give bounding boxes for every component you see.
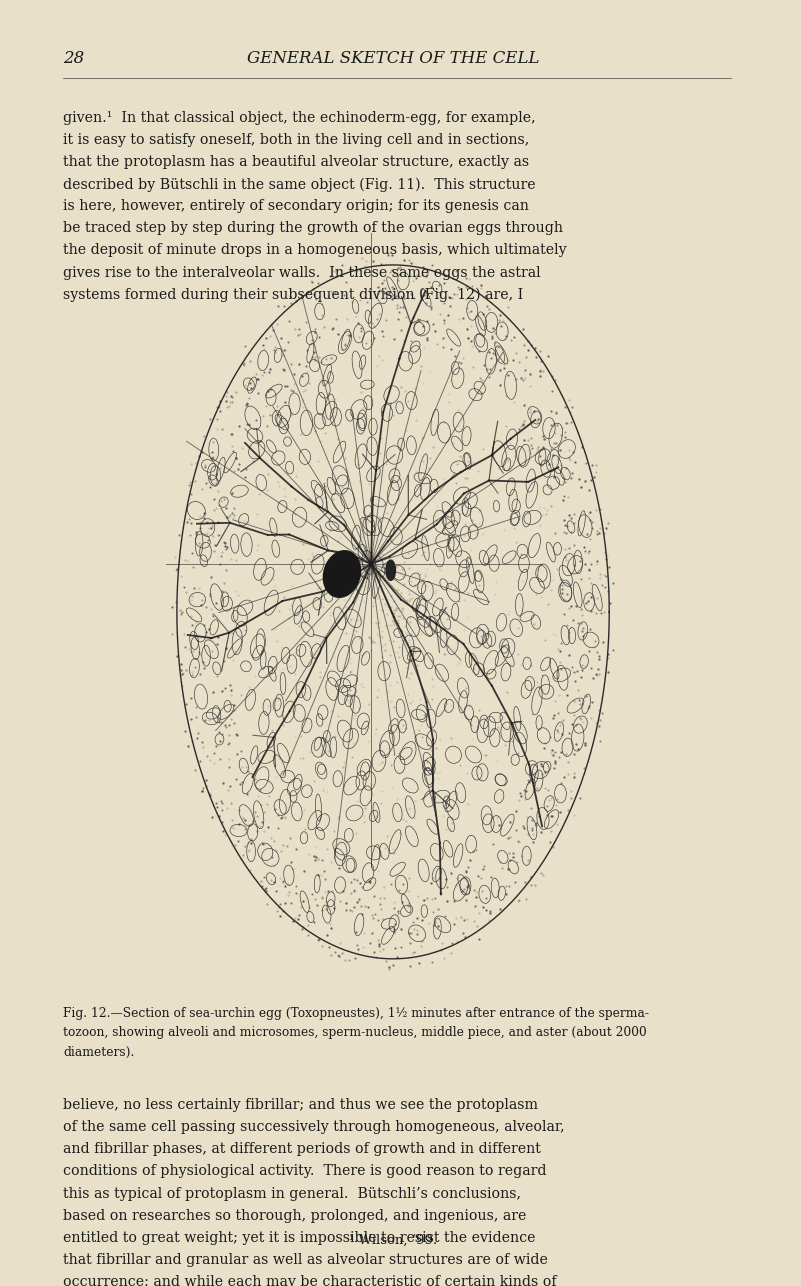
Text: this as typical of protoplasm in general.  Bütschli’s conclusions,: this as typical of protoplasm in general… [63, 1187, 521, 1201]
Ellipse shape [386, 561, 396, 580]
Text: of the same cell passing successively through homogeneous, alveolar,: of the same cell passing successively th… [63, 1120, 565, 1134]
Text: given.¹  In that classical object, the echinoderm-egg, for example,: given.¹ In that classical object, the ec… [63, 111, 536, 125]
Text: believe, no less certainly fibrillar; and thus we see the protoplasm: believe, no less certainly fibrillar; an… [63, 1098, 538, 1112]
Text: it is easy to satisfy oneself, both in the living cell and in sections,: it is easy to satisfy oneself, both in t… [63, 132, 529, 147]
Text: occurrence; and while each may be characteristic of certain kinds of: occurrence; and while each may be charac… [63, 1274, 557, 1286]
Text: and fibrillar phases, at different periods of growth and in different: and fibrillar phases, at different perio… [63, 1142, 541, 1156]
Text: the deposit of minute drops in a homogeneous basis, which ultimately: the deposit of minute drops in a homogen… [63, 243, 566, 257]
Text: gives rise to the interalveolar walls.  In these same eggs the astral: gives rise to the interalveolar walls. I… [63, 266, 541, 279]
Text: is here, however, entirely of secondary origin; for its genesis can: is here, however, entirely of secondary … [63, 199, 529, 213]
Text: be traced step by step during the growth of the ovarian eggs through: be traced step by step during the growth… [63, 221, 563, 235]
Text: that fibrillar and granular as well as alveolar structures are of wide: that fibrillar and granular as well as a… [63, 1253, 548, 1267]
Text: tozoon, showing alveoli and microsomes, sperm-nucleus, middle piece, and aster (: tozoon, showing alveoli and microsomes, … [63, 1026, 646, 1039]
Text: based on researches so thorough, prolonged, and ingenious, are: based on researches so thorough, prolong… [63, 1209, 526, 1223]
Text: described by Bütschli in the same object (Fig. 11).  This structure: described by Bütschli in the same object… [63, 177, 536, 192]
Text: that the protoplasm has a beautiful alveolar structure, exactly as: that the protoplasm has a beautiful alve… [63, 156, 529, 170]
Text: diameters).: diameters). [63, 1046, 135, 1058]
Text: systems formed during their subsequent division (Fig. 12) are, I: systems formed during their subsequent d… [63, 288, 523, 302]
Text: Fig. 12.—Section of sea-urchin egg (Toxopneustes), 1½ minutes after entrance of : Fig. 12.—Section of sea-urchin egg (Toxo… [63, 1007, 649, 1020]
Text: conditions of physiological activity.  There is good reason to regard: conditions of physiological activity. Th… [63, 1164, 546, 1178]
Text: entitled to great weight; yet it is impossible to resist the evidence: entitled to great weight; yet it is impo… [63, 1231, 535, 1245]
Text: 28: 28 [63, 50, 84, 67]
Text: GENERAL SKETCH OF THE CELL: GENERAL SKETCH OF THE CELL [247, 50, 539, 67]
Ellipse shape [324, 550, 360, 597]
Text: ¹ Wilson, ‘99.: ¹ Wilson, ‘99. [349, 1233, 437, 1247]
